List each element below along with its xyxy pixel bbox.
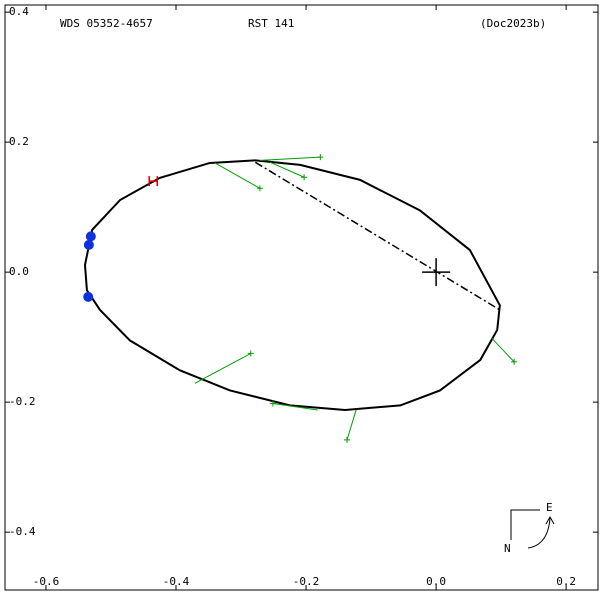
residual <box>214 162 261 189</box>
observation <box>301 174 308 181</box>
compass-north: N <box>504 542 511 555</box>
x-tick-label: 0.0 <box>426 575 446 588</box>
residual <box>272 402 318 411</box>
chart-title: WDS 05352-4657 <box>60 17 153 30</box>
y-tick-label: -0.2 <box>9 395 36 408</box>
x-tick-label: 0.2 <box>556 575 576 588</box>
observation <box>256 185 263 192</box>
observation <box>344 436 351 443</box>
residual <box>259 156 321 161</box>
residual <box>270 161 305 178</box>
y-tick-label: -0.4 <box>9 525 36 538</box>
y-tick-label: 0.4 <box>9 5 29 18</box>
hipparcos-point <box>148 176 158 187</box>
x-tick-label: -0.4 <box>163 575 190 588</box>
residual <box>194 352 252 384</box>
x-tick-label: -0.6 <box>33 575 60 588</box>
recent-observation <box>83 239 94 250</box>
residual <box>346 409 357 440</box>
observation <box>247 350 254 357</box>
y-tick-label: 0.0 <box>9 265 29 278</box>
residual <box>491 338 515 363</box>
observation <box>317 154 324 161</box>
chart-subtitle: RST 141 <box>248 17 294 30</box>
observation <box>511 358 518 365</box>
recent-observation <box>85 231 96 242</box>
compass-east: E <box>546 501 553 514</box>
primary-star <box>422 258 451 287</box>
recent-observation <box>83 291 94 302</box>
compass <box>510 509 555 549</box>
orbit <box>83 159 501 411</box>
y-tick-label: 0.2 <box>9 135 29 148</box>
line-of-nodes <box>254 161 501 311</box>
observation <box>269 400 276 407</box>
x-tick-label: -0.2 <box>293 575 320 588</box>
reference: (Doc2023b) <box>480 17 546 30</box>
plot-frame <box>4 4 599 591</box>
